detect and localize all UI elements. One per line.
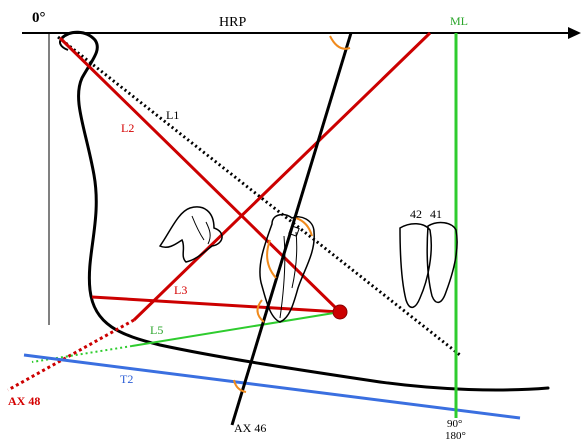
tooth-42-sketch [399, 223, 433, 309]
angle-arc-hrp-ax46 [329, 35, 351, 50]
l5-line [131, 311, 341, 347]
label-ax46: AX 46 [234, 421, 266, 435]
label-zero-degree: 0° [32, 10, 46, 26]
label-l1: L1 [166, 108, 179, 122]
ax46-line [230, 32, 353, 426]
l1-line [57, 35, 461, 357]
angle-arc-tooth-middle [266, 239, 277, 279]
hrp-arrow [568, 27, 581, 39]
molar-48-detail [191, 215, 211, 245]
molar-46-sketch [259, 213, 315, 323]
l2-line [58, 36, 342, 314]
angle-arc-t2-ax46 [233, 379, 247, 393]
label-hrp: HRP [219, 15, 246, 30]
label-90-degree: 90° [447, 418, 462, 430]
label-l2: L2 [121, 121, 134, 135]
label-l3: L3 [174, 283, 187, 297]
convergence-point [332, 304, 348, 320]
tooth-41-sketch [426, 221, 458, 304]
label-tooth-42: 42 [410, 207, 422, 221]
angle-arc-tooth-lower [256, 299, 265, 323]
label-l5: L5 [150, 323, 163, 337]
angle-arc-tooth-upper [295, 217, 313, 237]
molar-48-sketch [158, 206, 223, 263]
t2-line [23, 353, 521, 420]
label-ax48: AX 48 [8, 394, 40, 408]
molar-46-marker [288, 225, 300, 237]
label-t2: T2 [120, 372, 133, 386]
l5-extension [31, 345, 133, 363]
label-tooth-41: 41 [430, 207, 442, 221]
label-ml: ML [450, 14, 468, 28]
molar-46-root-divide [279, 231, 298, 319]
l3-line [91, 295, 341, 314]
label-180-degree: 180° [445, 430, 466, 439]
ax48-line [132, 31, 432, 322]
mandible-outline [60, 30, 550, 392]
